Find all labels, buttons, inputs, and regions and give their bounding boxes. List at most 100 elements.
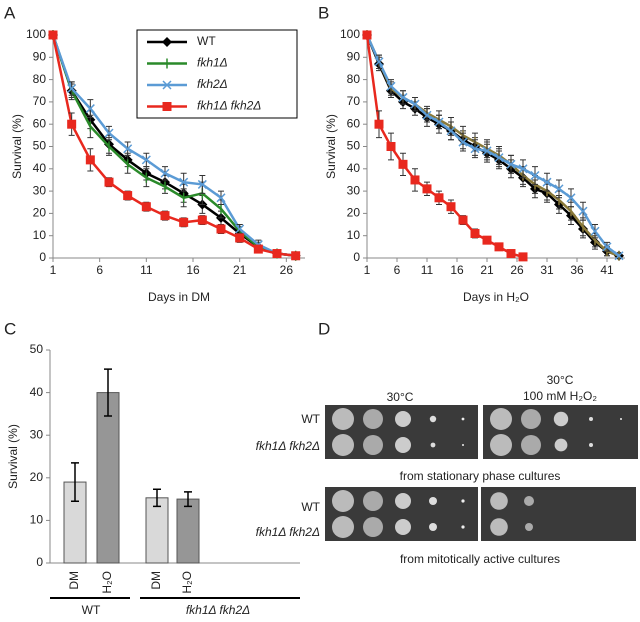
error-bar [153,488,161,508]
y-tick-label: 50 [30,342,44,356]
legend-label: fkh1Δ fkh2Δ [197,99,261,113]
marker [410,175,420,185]
marker [272,249,282,259]
marker [470,144,480,154]
marker-shape [374,57,384,67]
colony-spot [429,415,437,423]
marker [458,137,468,147]
y-tick-label: 60 [33,116,47,130]
marker-shape [216,193,226,203]
marker-shape [458,215,468,225]
marker-shape [141,155,151,165]
y-tick-label: 10 [30,513,44,527]
colony-spot [589,443,593,447]
marker-shape [494,242,504,252]
marker-shape [530,170,540,181]
colony-spot [490,492,508,510]
marker [422,110,432,120]
marker-shape [253,244,263,254]
marker [104,128,114,138]
colony-spot [524,496,534,506]
marker [554,184,564,194]
marker-shape [614,251,624,261]
marker [566,193,576,203]
y-tick-label: 80 [347,72,361,86]
y-tick-label: 10 [33,228,47,242]
marker [506,249,516,259]
marker-shape [470,228,480,238]
marker [614,251,624,261]
colony-spot [363,517,383,537]
y-tick-label: 80 [33,72,47,86]
condition-label: 100 mM H₂O₂ [523,389,597,403]
marker-shape [197,179,207,189]
marker [160,168,170,178]
marker-shape [160,168,170,178]
colony-spot [332,408,354,430]
colony-spot [332,434,354,456]
marker [410,99,420,109]
marker [446,202,456,212]
colony-spot [521,409,541,429]
x-axis-label: Days in DM [148,290,210,304]
marker-shape [48,30,58,40]
marker [374,57,384,67]
marker-shape [67,119,77,129]
marker [104,177,114,187]
bar [145,497,169,564]
marker-shape [291,251,301,261]
marker [422,184,432,194]
panel-label: D [318,319,330,338]
colony-spot [553,411,569,427]
marker [590,226,600,236]
marker [470,228,480,238]
legend-marker [162,102,172,111]
marker [362,30,372,40]
marker-shape [410,175,420,185]
x-tick-label: 16 [450,263,464,277]
error-bar [184,491,192,508]
y-tick-label: 30 [33,183,47,197]
y-tick-label: 100 [26,27,46,41]
panel-label: A [4,3,16,22]
marker [494,242,504,252]
marker [253,244,263,254]
y-tick-label: 70 [347,94,361,108]
colony-spot [395,493,411,509]
caption: from mitotically active cultures [400,552,560,566]
marker-shape [362,30,372,40]
marker [85,155,95,165]
x-tick-label: DM [67,571,81,590]
colony-spot [429,497,437,505]
marker [179,217,189,227]
marker-shape [542,177,552,187]
x-tick-label: H₂O [180,571,194,594]
marker-shape [85,104,95,114]
marker-shape [386,81,396,91]
marker [398,159,408,169]
y-tick-label: 30 [347,183,361,197]
marker [518,164,528,174]
marker-shape [123,144,133,154]
marker [141,155,151,165]
y-tick-label: 50 [33,139,47,153]
colony-spot [461,499,465,503]
marker [434,193,444,203]
colony-spot [395,519,411,535]
marker-shape [410,99,420,109]
marker-shape [160,211,170,221]
colony-spot [332,490,354,512]
y-tick-label: 60 [347,116,361,130]
marker [518,252,528,262]
bar [96,392,120,564]
marker-shape [374,119,384,129]
colony-spot [429,523,437,531]
marker-shape [602,242,612,252]
x-tick-label: 6 [394,263,401,277]
colony-spot [363,491,383,511]
colony-spot [430,442,436,448]
marker [530,170,540,181]
legend-label: fkh1Δ [197,56,228,70]
x-tick-label: DM [149,571,163,590]
colony-spot [395,411,411,427]
